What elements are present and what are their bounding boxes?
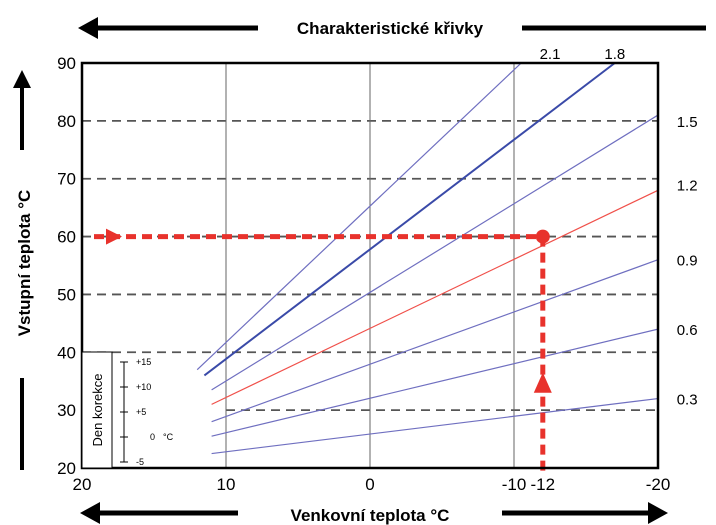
highlight-arrow-right [106, 228, 122, 245]
y-tick-60: 60 [57, 228, 76, 247]
curve-0-3 [211, 397, 659, 455]
curve-label-0-3: 0.3 [677, 392, 698, 409]
series-label-layer: 2.1 1.8 1.5 1.2 0.9 0.6 0.3 [540, 46, 698, 409]
title-group: Charakteristické křivky [78, 17, 706, 39]
curve-2-1 [196, 62, 522, 371]
inset-tick-label: -5 [136, 457, 144, 467]
ylabel-arrow-head [13, 70, 31, 88]
y-tick-20: 20 [57, 459, 76, 478]
curve-label-0-9: 0.9 [677, 253, 698, 270]
curve-label-1-2: 1.2 [677, 178, 698, 195]
inset-tick-label: 0 [150, 432, 155, 442]
tick-label-layer: 20 10 0 -10 -12 -20 20 30 40 50 60 70 80 90 [57, 54, 670, 494]
x-tick--12: -12 [531, 475, 556, 494]
y-tick-50: 50 [57, 285, 76, 304]
inset-tick-label: +10 [136, 382, 151, 392]
inset-unit: °C [163, 432, 174, 442]
highlight-point [535, 229, 550, 244]
y-tick-40: 40 [57, 343, 76, 362]
inset-box [81, 351, 113, 469]
inset-label: Den korekce [90, 374, 105, 447]
plot-frame [80, 61, 660, 470]
y-axis-label: Vstupní teplota °C [15, 190, 34, 337]
curve-label-1-8: 1.8 [604, 46, 625, 63]
plot-frame-layer [80, 61, 660, 470]
title-arrow-head [78, 17, 98, 39]
curve-1-2 [211, 189, 659, 405]
x-tick--20: -20 [646, 475, 671, 494]
x-tick--10: -10 [502, 475, 527, 494]
highlight-arrow-up [533, 372, 552, 393]
x-tick-0: 0 [365, 475, 374, 494]
inset-tick-label: +5 [136, 407, 146, 417]
highlight-layer [94, 228, 552, 472]
curve-label-2-1: 2.1 [540, 46, 561, 63]
chart-title: Charakteristické křivky [297, 19, 484, 38]
xlabel-arrow-head-left [80, 502, 100, 524]
curve-label-0-6: 0.6 [677, 322, 698, 339]
series-layer [196, 62, 659, 455]
xlabel-group: Venkovní teplota °C [80, 502, 668, 525]
ylabel-group: Vstupní teplota °C [13, 70, 34, 470]
x-axis-label: Venkovní teplota °C [291, 506, 450, 525]
x-tick-10: 10 [217, 475, 236, 494]
curve-1-8 [203, 62, 616, 377]
y-tick-90: 90 [57, 54, 76, 73]
inset-ticks: +15 +10 +5 0 -5 °C [120, 357, 174, 467]
xlabel-arrow-head-right [648, 502, 668, 524]
y-tick-80: 80 [57, 112, 76, 131]
curve-0-9 [211, 259, 659, 423]
curve-0-6 [211, 328, 659, 437]
curve-label-1-5: 1.5 [677, 114, 698, 131]
inset-tick-label: +15 [136, 357, 151, 367]
grid-layer [82, 63, 658, 468]
correction-inset: Den korekce +15 +10 +5 0 -5 °C [81, 351, 174, 469]
x-tick-20: 20 [73, 475, 92, 494]
y-tick-30: 30 [57, 401, 76, 420]
y-tick-70: 70 [57, 170, 76, 189]
curve-1-5 [211, 114, 659, 391]
